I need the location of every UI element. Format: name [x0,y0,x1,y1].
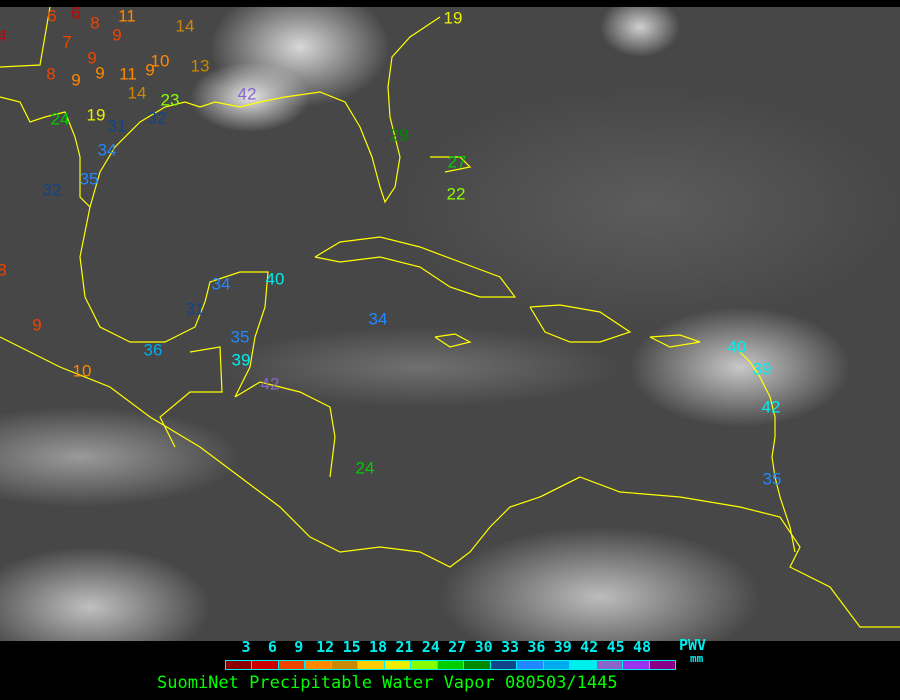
station-pwv-value: 9 [112,25,122,45]
station-pwv-value: 35 [79,169,99,189]
guatemala-border [159,346,223,448]
legend-swatch [278,661,306,669]
station-pwv-value: 34 [368,309,388,329]
station-pwv-value: 31 [107,116,127,136]
coastlines-boundaries [0,7,900,628]
jamaica [434,333,472,348]
station-pwv-value: 35 [762,469,782,489]
station-pwv-value: 24 [355,458,375,478]
station-pwv-value: 35 [230,327,250,347]
station-pwv-value: 8 [46,64,56,84]
legend-tick-label: 48 [632,638,652,656]
station-pwv-value: 39 [231,350,251,370]
south-america-coast [539,476,900,628]
station-pwv-value: 6 [47,7,57,26]
hispaniola [529,304,632,343]
station-pwv-value: 22 [446,184,466,204]
legend-tick-label: 24 [421,638,440,656]
station-pwv-value: 27 [447,152,467,172]
station-pwv-value: 36 [143,340,163,360]
station-pwv-value: 29 [389,125,409,145]
station-pwv-value: 4 [0,26,7,46]
legend-swatch [517,661,544,669]
station-pwv-value: 11 [118,7,136,26]
legend-swatch [411,661,438,669]
station-pwv-value: 42 [260,374,280,394]
legend-swatch [543,661,571,669]
station-pwv-value: 19 [86,105,106,125]
us-gulf-coast [0,16,441,209]
station-pwv-value: 11 [119,64,137,84]
station-pwv-value: 14 [127,83,147,103]
legend-swatch [384,661,412,669]
station-pwv-value: 13 [190,56,210,76]
station-pwv-value: 19 [443,8,463,28]
station-pwv-value: 8 [0,260,7,280]
legend-swatch [570,661,597,669]
legend-swatch [596,661,624,669]
central-america [0,336,581,568]
legend-tick-label: 9 [294,638,304,656]
legend-unit: mm [690,652,704,665]
cuba [314,236,517,298]
florida-keys-bahamas [430,156,472,173]
legend-tick-label: 18 [368,638,388,656]
legend-tick-label: 39 [553,638,572,656]
station-pwv-value: 34 [211,274,231,294]
legend-tick-label: 42 [580,638,599,656]
station-pwv-value: 10 [72,361,92,381]
station-pwv-value: 14 [175,16,195,36]
station-pwv-value: 9 [71,70,81,90]
legend-tick-label: 36 [527,638,546,656]
station-pwv-value: 7 [62,32,72,52]
legend-swatch [358,661,385,669]
legend-tick-label: 12 [316,638,335,656]
station-pwv-value: 40 [265,269,285,289]
legend-unit-label: PWV [679,636,707,654]
legend-swatch [305,661,332,669]
station-pwv-value: 23 [160,90,180,110]
station-pwv-value: 10 [150,51,170,71]
product-title: SuomiNet Precipitable Water Vapor 080503… [157,673,618,693]
lesser-antilles [739,351,796,553]
legend-swatch [331,661,359,669]
station-pwv-value: 31 [185,299,205,319]
legend-tick-label: 27 [448,638,467,656]
legend-swatch [252,661,279,669]
station-pwv-value: 34 [97,140,117,160]
legend-tick-label: 6 [267,638,277,656]
station-pwv-value: 42 [237,84,257,104]
station-pwv-value: 9 [87,48,97,68]
station-pwv-value: 9 [95,63,105,83]
station-pwv-value: 32 [42,180,62,200]
legend-tick-label: 30 [474,638,493,656]
station-pwv-value: 9 [145,60,155,80]
legend-tick-label: 33 [500,638,520,656]
legend-tick-label: 3 [241,638,251,656]
legend-swatch [226,661,253,669]
legend-tick-label: 45 [606,638,625,656]
station-pwv-value: 8 [90,13,100,33]
state-borders [0,7,51,68]
legend-tick-label: 21 [395,638,414,656]
mexico-coast [79,206,269,398]
puerto-rico [649,334,701,348]
legend-swatch [623,661,650,669]
legend-swatch [649,661,675,669]
station-pwv-value: 42 [761,397,781,417]
legend-color-bar [225,660,676,670]
station-pwv-value: 6 [71,7,81,23]
station-pwv-value: 39 [752,359,772,379]
legend-swatch [437,661,465,669]
station-pwv-value: 40 [727,337,747,357]
station-pwv-value: 32 [147,108,167,128]
legend-tick-label: 15 [342,638,361,656]
station-pwv-value: 9 [32,315,42,335]
central-america-caribbean [234,381,336,478]
station-pwv-value: 24 [50,109,70,129]
legend-swatch [464,661,491,669]
satellite-map: 6 6 11 14 4 8 7 9 9 10 13 8 9 9 11 9 14 23 42 24 19 31 32 34 35 3… [0,7,900,641]
legend-swatch [490,661,518,669]
